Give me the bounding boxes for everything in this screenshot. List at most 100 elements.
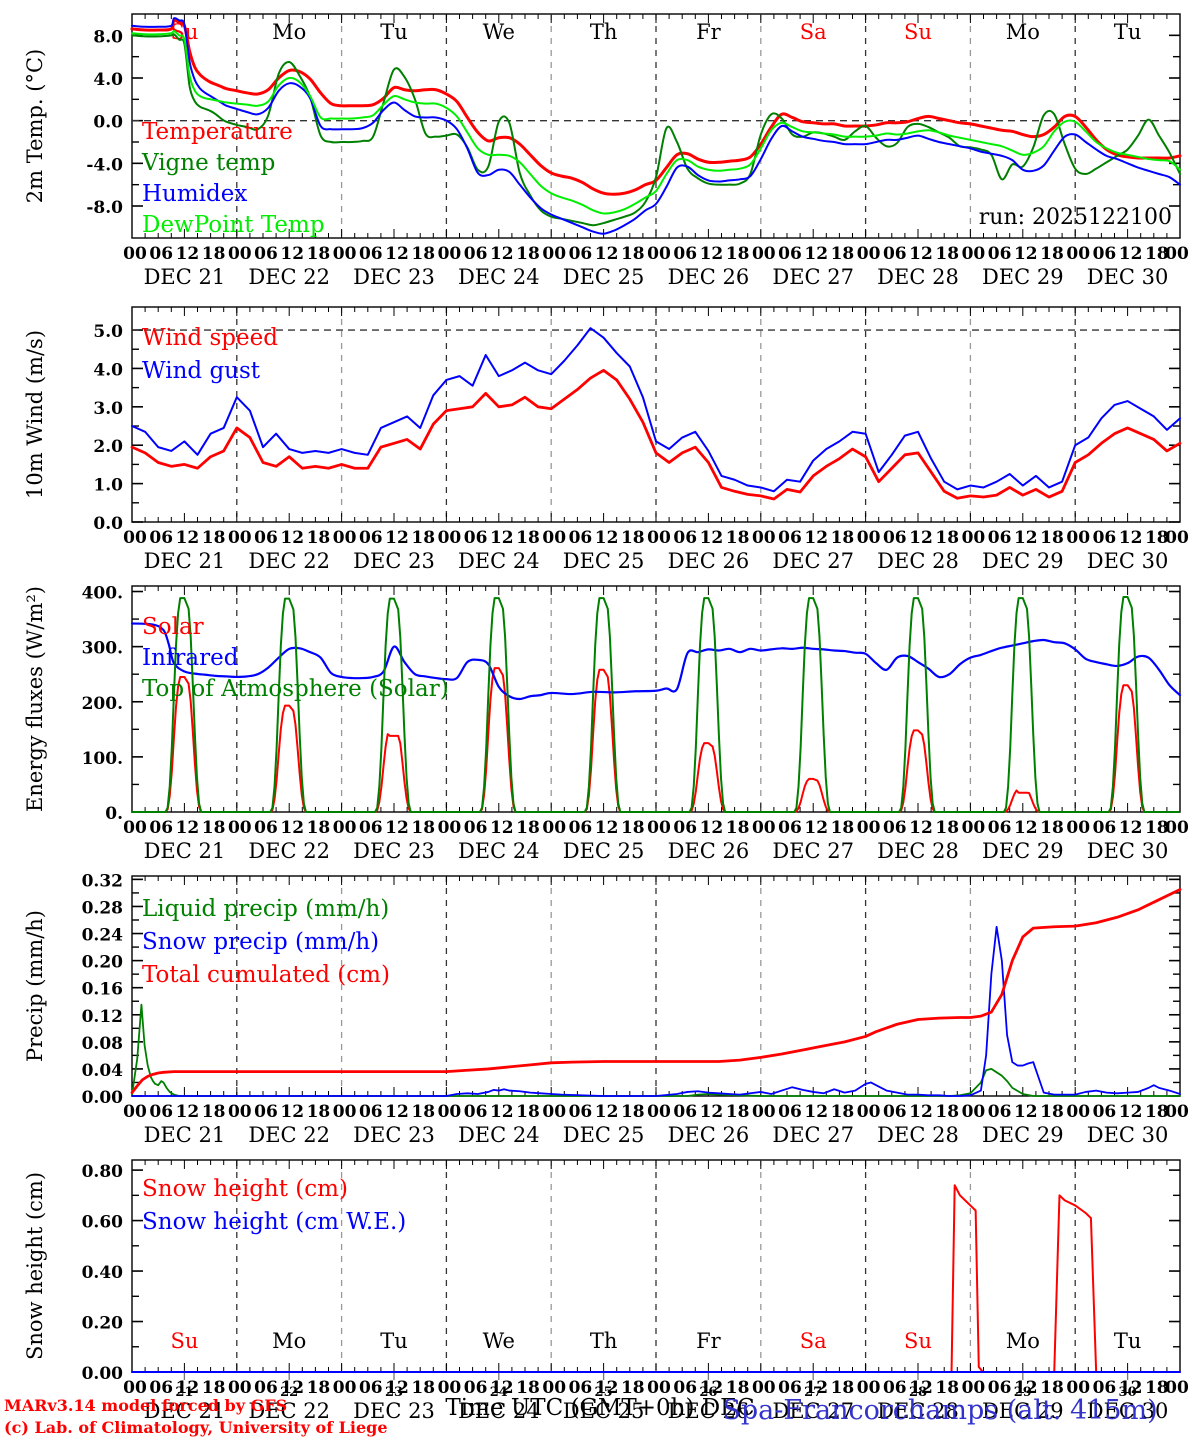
day-number-label: 23 (385, 1385, 403, 1400)
x-date-label: DEC 21 (144, 265, 226, 289)
x-hour-label: 00 (438, 1102, 462, 1122)
x-date-label: DEC 24 (458, 549, 540, 573)
x-hour-label: 18 (621, 1102, 645, 1122)
y-tick-label: 0.04 (82, 1061, 124, 1081)
y-tick-label: 5.0 (93, 322, 123, 342)
x-hour-label: 06 (359, 1378, 383, 1398)
x-hour-label: 06 (1093, 1102, 1117, 1122)
day-number-label: 29 (1014, 1385, 1032, 1400)
legend-entry-1: Liquid precip (mm/h) (142, 896, 389, 922)
x-hour-label: 12 (280, 1378, 304, 1398)
y-tick-label: 0.80 (82, 1162, 124, 1182)
x-date-label: DEC 28 (877, 265, 959, 289)
x-hour-label: 06 (569, 818, 593, 838)
legend-entry-2: Vigne temp (141, 150, 275, 176)
x-hour-label: 06 (569, 1102, 593, 1122)
x-hour-label: 00 (333, 528, 357, 548)
x-hour-label: 18 (726, 244, 750, 264)
x-hour-label: 06 (883, 244, 907, 264)
legend-entry-2: Snow height (cm W.E.) (142, 1209, 406, 1235)
x-hour-label: 06 (359, 1102, 383, 1122)
legend-entry-2: Infrared (142, 645, 239, 671)
x-hour-label: 12 (909, 1102, 933, 1122)
x-hour-label: 12 (1119, 1378, 1143, 1398)
x-date-label: DEC 30 (1087, 839, 1169, 863)
x-hour-label: 12 (385, 244, 409, 264)
x-hour-label: 06 (673, 528, 697, 548)
x-hour-label: 00 (857, 528, 881, 548)
x-date-label: DEC 25 (563, 839, 645, 863)
x-hour-label: 00 (962, 1102, 986, 1122)
x-hour-label: 18 (516, 1102, 540, 1122)
weekday-label: We (483, 20, 515, 44)
x-hour-label: 00 (647, 818, 671, 838)
x-hour-label: 18 (516, 1378, 540, 1398)
x-hour-label: 12 (490, 244, 514, 264)
x-date-label: DEC 28 (877, 1399, 959, 1423)
x-hour-label: 06 (359, 244, 383, 264)
x-hour-label: 00 (1165, 1102, 1189, 1122)
x-hour-label: 18 (411, 818, 435, 838)
legend-entry-2: Wind gust (142, 358, 261, 384)
y-tick-label: 0.28 (82, 898, 123, 918)
x-axis-title: Time UTC (GMT+0h) DEC (445, 1395, 754, 1421)
x-date-label: DEC 22 (248, 839, 330, 863)
x-hour-label: 12 (280, 818, 304, 838)
x-hour-label: 12 (804, 818, 828, 838)
x-hour-label: 06 (254, 1102, 278, 1122)
x-hour-label: 18 (1145, 818, 1169, 838)
x-hour-label: 06 (254, 528, 278, 548)
y-tick-label: 0.24 (82, 926, 124, 946)
x-hour-label: 12 (176, 244, 200, 264)
weekday-label: Th (590, 20, 618, 44)
panel-wind: 10m Wind (m/s)0.01.02.03.04.05.000 06 12 18… (23, 306, 1189, 573)
y-tick-label: 0.08 (82, 1034, 123, 1054)
x-hour-label: 12 (804, 1378, 828, 1398)
x-hour-label: 12 (176, 1102, 200, 1122)
x-date-label: DEC 25 (563, 549, 645, 573)
y-axis-label: Snow height (cm) (23, 1172, 47, 1360)
x-hour-label: 12 (490, 1378, 514, 1398)
x-date-label: DEC 21 (144, 839, 226, 863)
x-hour-label: 12 (176, 528, 200, 548)
x-hour-label: 12 (595, 528, 619, 548)
x-hour-label: 18 (307, 1102, 331, 1122)
x-hour-label: 06 (883, 818, 907, 838)
x-date-label: DEC 25 (563, 1123, 645, 1147)
x-hour-label: 06 (359, 528, 383, 548)
y-tick-label: 1.0 (93, 476, 123, 496)
x-hour-label: 00 (228, 818, 252, 838)
x-date-label: DEC 30 (1087, 549, 1169, 573)
x-hour-label: 00 (752, 818, 776, 838)
x-hour-label: 06 (778, 528, 802, 548)
x-hour-label: 18 (831, 244, 855, 264)
y-tick-label: 0.00 (82, 1088, 124, 1108)
x-hour-label: 12 (700, 1102, 724, 1122)
credit-line-2: (c) Lab. of Climatology, University of L… (4, 1418, 388, 1437)
y-tick-label: -8.0 (86, 198, 123, 218)
x-hour-label: 00 (123, 1102, 147, 1122)
x-date-label: DEC 26 (668, 839, 750, 863)
y-axis-label: Energy fluxes (W/m²) (23, 586, 47, 812)
x-hour-label: 00 (542, 1378, 566, 1398)
x-hour-label: 00 (228, 528, 252, 548)
run-label: run: 2025122100 (979, 205, 1172, 230)
x-hour-label: 12 (700, 528, 724, 548)
x-hour-label: 12 (1119, 244, 1143, 264)
panel-temperature: 2m Temp. (°C)-8.0-4.00.04.08.000 06 12 18DE… (23, 13, 1189, 289)
x-hour-label: 18 (831, 1102, 855, 1122)
x-hour-label: 18 (831, 818, 855, 838)
x-hour-label: 06 (988, 1102, 1012, 1122)
x-hour-label: 00 (542, 244, 566, 264)
x-hour-label: 12 (1014, 244, 1038, 264)
x-hour-label: 18 (516, 528, 540, 548)
x-hour-label: 12 (1014, 818, 1038, 838)
weekday-label: Mo (1006, 20, 1040, 44)
x-hour-label: 06 (464, 1102, 488, 1122)
x-hour-label: 12 (385, 1102, 409, 1122)
x-hour-label: 18 (726, 528, 750, 548)
x-hour-label: 00 (228, 1378, 252, 1398)
y-tick-label: 0.40 (82, 1263, 124, 1283)
x-hour-label: 00 (962, 1378, 986, 1398)
weekday-label: Tu (1114, 1329, 1142, 1353)
